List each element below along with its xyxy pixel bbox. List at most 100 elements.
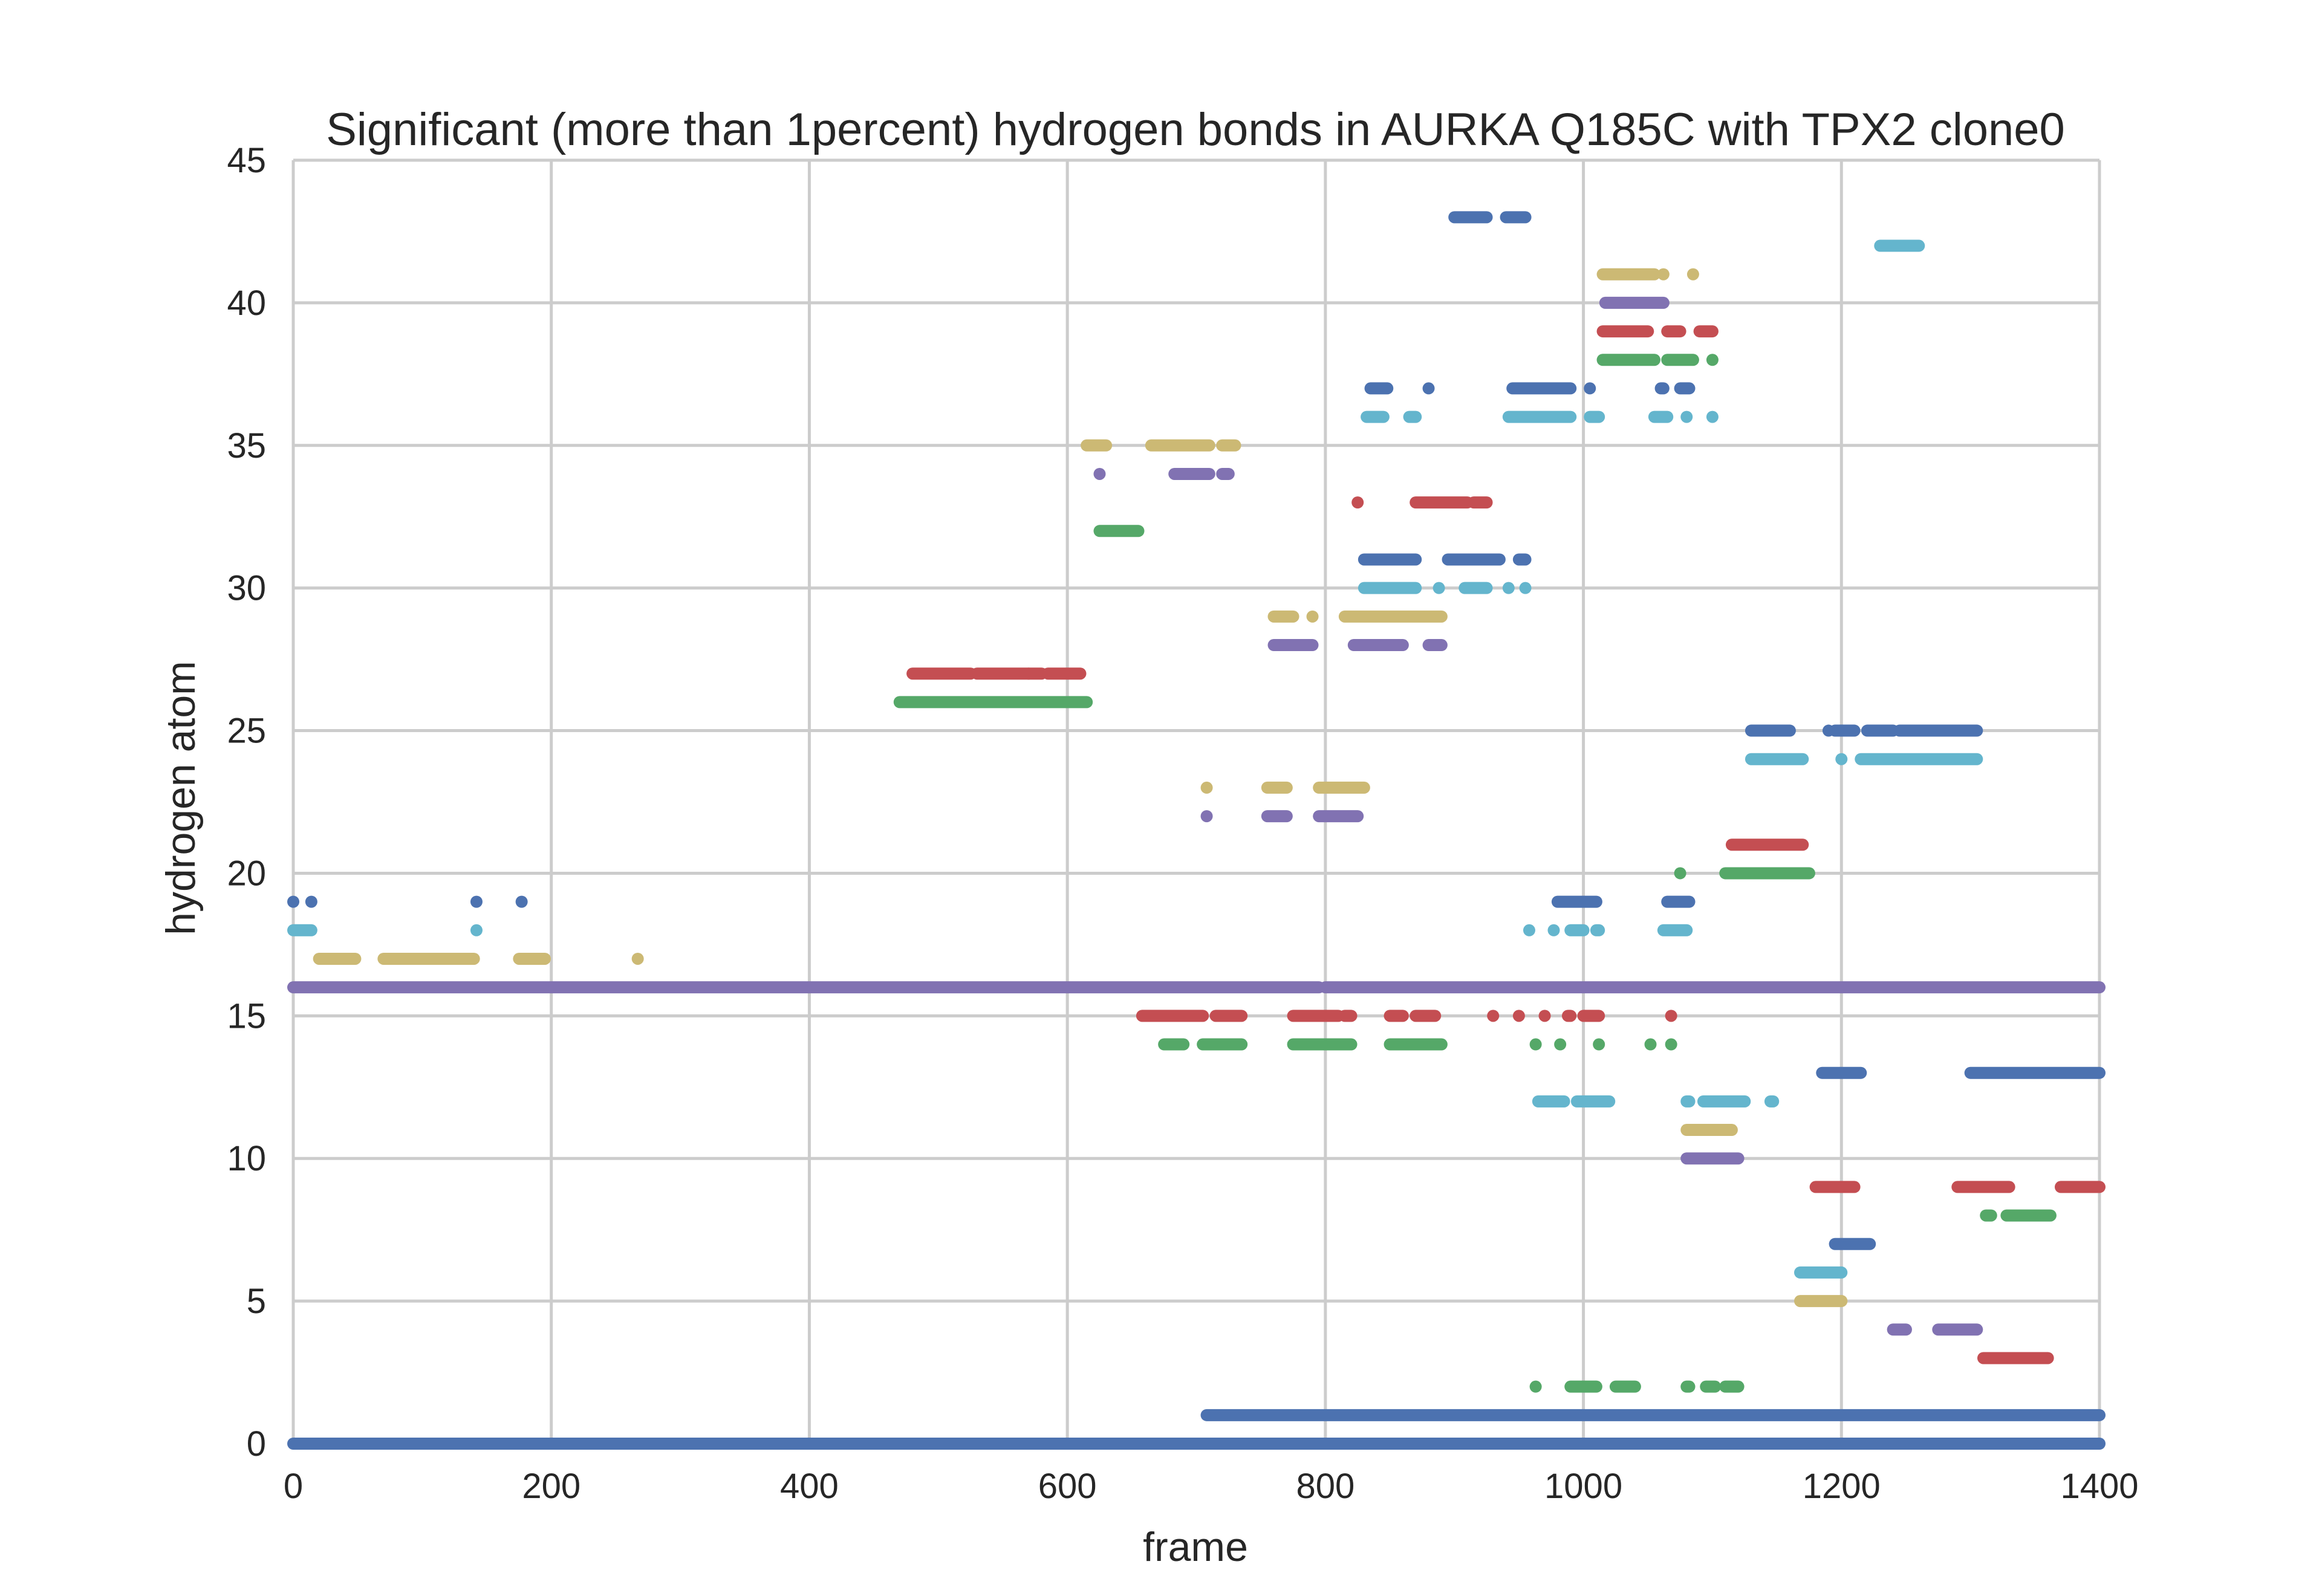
data-point-run [1216,467,1235,480]
x-tick-label: 0 [284,1467,303,1506]
data-point-run [1500,211,1532,224]
data-point [1093,467,1106,480]
data-point-run [1197,1038,1248,1051]
data-point [470,924,483,936]
data-point-run [1680,1095,1696,1108]
data-point-run [1829,724,1861,737]
data-point-run [1136,1010,1209,1022]
data-point-run [1719,867,1815,880]
data-point-run [287,924,317,936]
data-point [1584,382,1596,395]
plot-background [290,160,2101,1436]
data-point-run [1661,895,1696,908]
data-point-run [513,952,551,965]
y-tick-label: 15 [227,996,266,1036]
y-tick-label: 35 [227,426,266,465]
data-point [1351,496,1364,509]
y-tick-label: 45 [227,141,266,180]
y-tick-label: 40 [227,284,266,323]
series-hbond-35 [1081,439,1241,452]
data-point-run [1410,496,1474,509]
series-hbond-28 [1267,639,1448,652]
data-point-run [1932,1323,1983,1336]
data-point [1538,1010,1551,1022]
data-point-run [893,696,1093,709]
series-hbond-18 [287,924,1693,936]
data-point-run [1893,724,1983,737]
data-point-run [1347,639,1409,652]
data-point-run [1410,1010,1442,1022]
data-point-run [1261,810,1293,823]
series-hbond-2 [1529,1380,1745,1393]
series-hbond-23 [1200,781,1370,794]
data-point-run [1267,610,1299,623]
data-point-run [1584,410,1605,423]
series-hbond-10 [1680,1152,1745,1165]
series-hbond-8 [1980,1209,2057,1222]
series-hbond-6 [1794,1266,1848,1279]
data-point [1706,354,1719,366]
data-point-run [1680,1152,1745,1165]
data-point [1686,268,1699,281]
data-point-run [313,952,362,965]
series-hbond-14 [1158,1038,1677,1051]
series-hbond-36 [1361,410,1719,423]
data-point [305,895,317,908]
data-point [1706,410,1719,423]
data-point [1665,1010,1677,1022]
series-hbond-42 [1874,239,1925,252]
data-point [1554,1038,1567,1051]
x-tick-labels: 0 200 400 600 800 1000 1200 1400 [284,1467,2139,1506]
data-point-run [1287,1010,1345,1022]
data-point [1306,610,1319,623]
data-point-run [1506,382,1577,395]
x-tick-label: 1000 [1544,1467,1622,1506]
data-point-run [1532,1095,1570,1108]
series-hbond-29 [1267,610,1448,623]
data-point-run [1384,1010,1409,1022]
data-point-run [1977,1352,2054,1364]
data-point-run [1403,410,1422,423]
data-point [1665,1038,1677,1051]
data-point-run [1200,1409,2106,1421]
series-hbond-5 [1794,1295,1848,1308]
y-tick-label: 20 [227,854,266,893]
series-hbond-24 [1745,753,1983,765]
data-point-run [1267,639,1319,652]
y-tick-labels: 0 5 10 15 20 25 30 35 40 45 [227,141,266,1464]
data-point-run [1764,1095,1780,1108]
data-point-run [1093,525,1145,537]
series-hbond-16 [287,981,2106,994]
data-point [1657,268,1670,281]
data-point-run [1794,1295,1848,1308]
data-point [1680,410,1693,423]
series-hbond-32 [1093,525,1145,537]
series-hbond-20 [1674,867,1815,880]
data-point-run [1700,1380,1722,1393]
data-point-run [1596,325,1654,338]
data-point-run [2054,1181,2106,1193]
series-hbond-22 [1200,810,1364,823]
data-point-run [1887,1323,1912,1336]
data-point-run [1596,354,1660,366]
data-point-run [1468,496,1493,509]
data-point-run [1657,924,1693,936]
data-point-run [1661,354,1699,366]
data-point-run [1861,724,1899,737]
data-point-run [2000,1209,2057,1222]
data-point-run [287,1438,2106,1450]
data-point [1422,382,1435,395]
data-point-run [1855,753,1983,765]
data-point [1547,924,1560,936]
data-point-run [1459,582,1493,594]
series-hbond-41 [1596,268,1699,281]
data-point-run [1422,639,1448,652]
series-hbond-39 [1596,325,1719,338]
data-point-run [1719,1380,1745,1393]
series-hbond-11 [1680,1124,1738,1137]
series-hbond-0 [287,1438,2106,1450]
x-tick-label: 600 [1038,1467,1097,1506]
y-axis-label: hydrogen atom [158,661,204,935]
series-hbond-13 [1816,1066,2106,1079]
data-point-run [1674,382,1696,395]
